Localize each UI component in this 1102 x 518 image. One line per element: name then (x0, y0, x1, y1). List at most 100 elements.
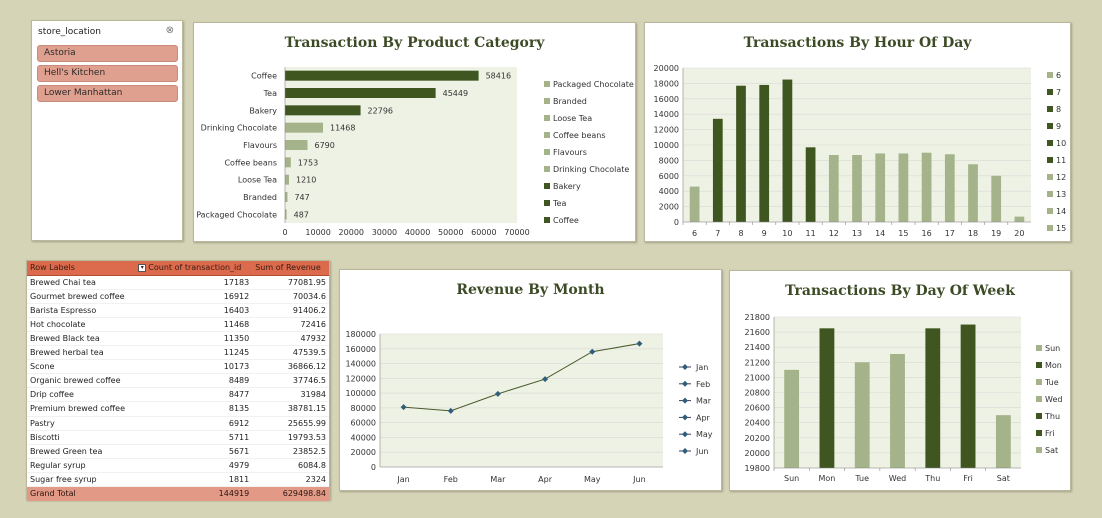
revenue-cell: 77081.95 (252, 275, 329, 290)
legend-swatch (544, 217, 550, 223)
legend-label: 13 (1056, 190, 1066, 199)
row-label: Regular syrup (27, 458, 136, 473)
revenue-cell: 19793.53 (252, 430, 329, 445)
slicer-title: store_location (38, 27, 101, 37)
y-tick-label: 14000 (654, 110, 679, 119)
revenue-cell: 25655.99 (252, 416, 329, 431)
y-tick-label: 18000 (654, 79, 679, 88)
table-row[interactable]: Pastry 6912 25655.99 (27, 416, 329, 431)
table-row[interactable]: Regular syrup 4979 6084.8 (27, 458, 329, 473)
x-tick-label: 50000 (438, 228, 463, 237)
bar (960, 324, 976, 468)
x-tick-label: 30000 (372, 228, 397, 237)
legend-label: May (696, 430, 713, 439)
table-row[interactable]: Brewed herbal tea 11245 47539.5 (27, 345, 329, 361)
legend-label: Coffee (553, 216, 579, 225)
y-tick-label: 120000 (345, 374, 376, 383)
legend-swatch (682, 414, 688, 421)
grand-total-row: Grand Total 144919 629498.84 (27, 486, 329, 501)
x-tick-label: 60000 (471, 228, 496, 237)
x-tick-label: 40000 (405, 228, 430, 237)
legend-label: Feb (696, 380, 710, 389)
data-point (494, 390, 501, 397)
data-point (542, 376, 549, 383)
table-row[interactable]: Barista Espresso 16403 91406.2 (27, 303, 329, 318)
dow-chart-panel: Transactions By Day Of Week 19800 20000 20… (729, 270, 1071, 491)
revenue-cell: 47539.5 (252, 345, 329, 361)
slicer-item-lower-manhattan[interactable]: Lower Manhattan (37, 85, 178, 102)
bar (944, 154, 955, 222)
revenue-cell: 47932 (252, 331, 329, 347)
data-label: 487 (294, 210, 309, 219)
table-row[interactable]: Organic brewed coffee 8489 37746.5 (27, 373, 329, 389)
row-label: Barista Espresso (27, 303, 136, 318)
legend-swatch (544, 200, 550, 206)
bar (285, 174, 290, 185)
count-cell: 5711 (135, 430, 253, 445)
legend-label: Mar (696, 397, 712, 406)
table-row[interactable]: Drip coffee 8477 31984 (27, 387, 329, 403)
bar (925, 328, 941, 468)
table-row[interactable]: Brewed Green tea 5671 23852.5 (27, 444, 329, 459)
legend-swatch (1047, 225, 1053, 231)
bar (828, 155, 839, 222)
x-tick-label: 18 (968, 229, 978, 238)
chart-title: Transaction By Product Category (284, 35, 545, 51)
legend-label: 12 (1056, 173, 1066, 182)
legend-swatch (544, 166, 550, 172)
x-tick-label: 0 (282, 228, 287, 237)
x-tick-label: 15 (898, 229, 908, 238)
legend-label: Tea (552, 199, 566, 208)
table-row[interactable]: Sugar free syrup 1811 2324 (27, 472, 329, 488)
category-label: Coffee beans (224, 158, 277, 167)
table-row[interactable]: Premium brewed coffee 8135 38781.15 (27, 401, 329, 417)
legend-label: Flavours (553, 148, 587, 157)
revenue-cell: 37746.5 (252, 373, 329, 389)
grand-total-revenue: 629498.84 (252, 486, 329, 501)
chart-title: Transactions By Hour Of Day (743, 35, 972, 51)
legend-swatch (682, 364, 688, 370)
table-row[interactable]: Biscotti 5711 19793.53 (27, 430, 329, 445)
count-cell: 4979 (135, 458, 253, 473)
row-label: Sugar free syrup (27, 472, 136, 488)
x-tick-label: 17 (945, 229, 955, 238)
table-row[interactable]: Hot chocolate 11468 72416 (27, 317, 329, 332)
legend-swatch (682, 431, 688, 438)
data-label: 1210 (296, 176, 316, 185)
category-label: Drinking Chocolate (201, 124, 277, 133)
row-labels-header[interactable]: Row Labels (27, 261, 136, 276)
legend-label: Jan (695, 363, 708, 372)
y-tick-label: 0 (371, 463, 376, 472)
revenue-cell: 23852.5 (252, 444, 329, 459)
revenue-cell: 2324 (252, 472, 329, 488)
category-label: Flavours (243, 141, 277, 150)
slicer-item-astoria[interactable]: Astoria (37, 45, 178, 62)
table-row[interactable]: Brewed Chai tea 17183 77081.95 (27, 275, 329, 290)
bar (285, 122, 324, 133)
slicer-item-hells-kitchen[interactable]: Hell's Kitchen (37, 65, 178, 82)
x-tick-label: 12 (829, 229, 839, 238)
hour-chart-panel: Transactions By Hour Of Day 0 2000 4000 600… (644, 22, 1071, 242)
bar (285, 192, 288, 202)
count-cell: 17183 (135, 275, 253, 290)
count-cell: 11350 (135, 331, 253, 347)
y-tick-label: 6000 (659, 172, 679, 181)
x-tick-label: 11 (806, 229, 816, 238)
legend-swatch (1047, 140, 1053, 146)
hour-chart: 0 2000 4000 6000 8000 10000 12000 14000 16000 180… (654, 64, 1067, 238)
revenue-cell: 70034.6 (252, 289, 329, 304)
table-row[interactable]: Brewed Black tea 11350 47932 (27, 331, 329, 347)
table-row[interactable]: Gourmet brewed coffee 16912 70034.6 (27, 289, 329, 304)
legend-swatch (1047, 89, 1053, 95)
clear-filter-icon[interactable]: ⊗ (165, 25, 174, 36)
category-chart-panel: Transaction By Product Category 0 10000 20… (193, 22, 636, 242)
x-tick-label: Fri (963, 474, 973, 483)
table-row[interactable]: Scone 10173 36866.12 (27, 359, 329, 375)
x-tick-label: Apr (538, 475, 553, 484)
revenue-cell: 91406.2 (252, 303, 329, 318)
filter-dropdown-icon[interactable]: ▾ (138, 263, 147, 272)
legend-swatch (1047, 191, 1053, 197)
legend-swatch (544, 98, 550, 104)
legend-swatch (544, 132, 550, 138)
chart-title: Revenue By Month (456, 282, 605, 298)
